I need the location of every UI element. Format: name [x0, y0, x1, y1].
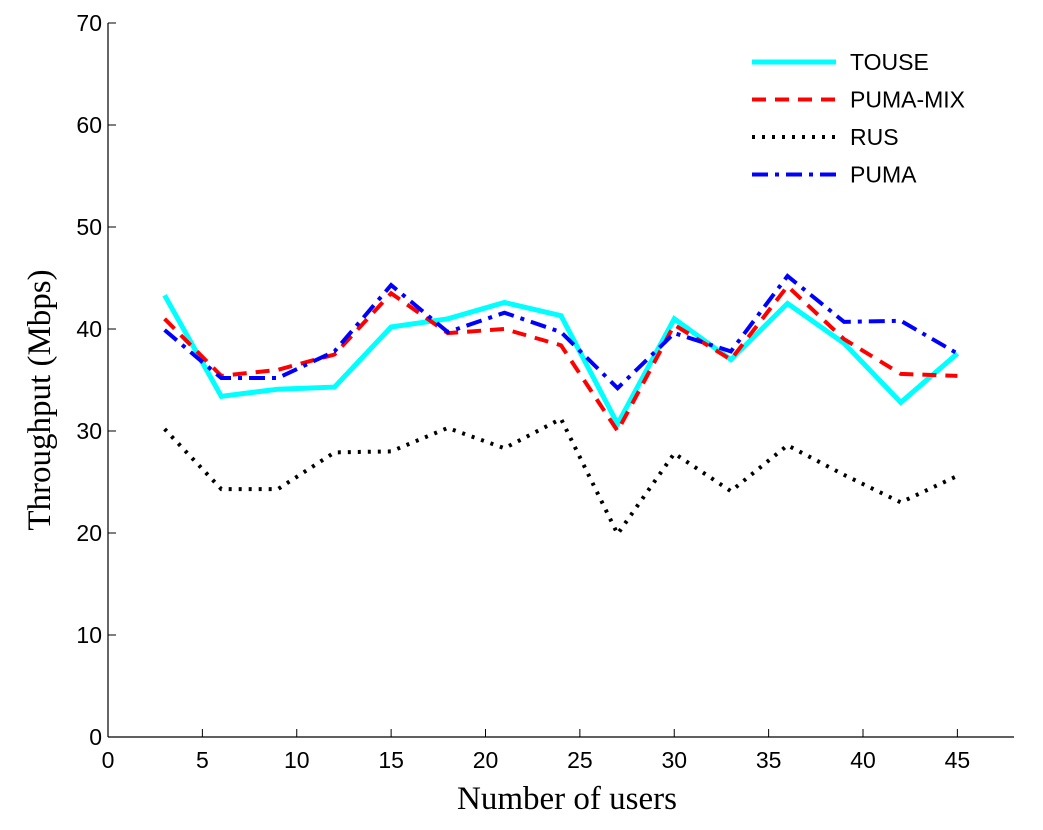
x-tick-label: 25 — [567, 747, 593, 773]
x-tick-label: 15 — [378, 747, 404, 773]
x-tick-label: 20 — [473, 747, 499, 773]
x-tick-label: 5 — [196, 747, 209, 773]
x-tick-label: 10 — [284, 747, 310, 773]
y-tick-label: 30 — [76, 418, 102, 444]
legend-label: RUS — [850, 124, 899, 150]
x-tick-label: 40 — [850, 747, 876, 773]
legend-label: PUMA-MIX — [850, 87, 965, 113]
y-axis-title: Throughput (Mbps) — [22, 269, 58, 530]
y-tick-label: 60 — [76, 112, 102, 138]
y-tick-label: 50 — [76, 214, 102, 240]
x-tick-label: 30 — [661, 747, 687, 773]
y-tick-label: 40 — [76, 316, 102, 342]
y-tick-label: 70 — [76, 10, 102, 36]
y-tick-label: 10 — [76, 622, 102, 648]
x-axis-title: Number of users — [457, 781, 677, 817]
y-tick-label: 20 — [76, 520, 102, 546]
x-tick-label: 35 — [756, 747, 782, 773]
legend-label: TOUSE — [850, 49, 929, 75]
x-tick-label: 45 — [945, 747, 971, 773]
legend-label: PUMA — [850, 162, 917, 188]
x-tick-label: 0 — [102, 747, 115, 773]
y-tick-label: 0 — [89, 724, 102, 750]
